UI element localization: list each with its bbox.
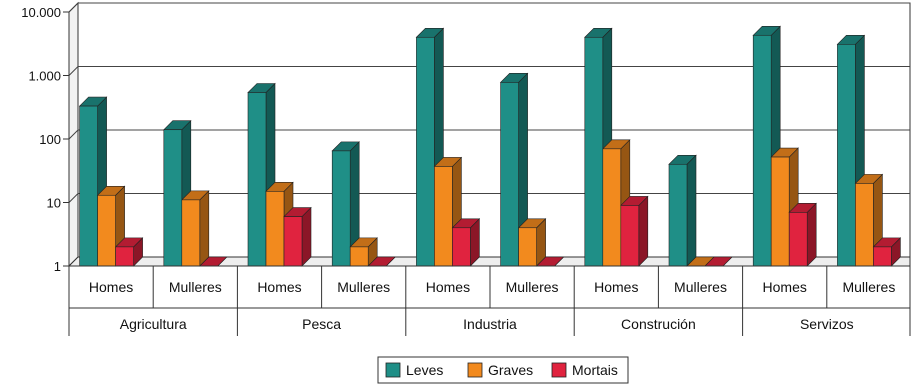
legend-swatch [385, 362, 401, 378]
bar-graves [517, 218, 547, 267]
legend-label: Mortais [572, 362, 618, 378]
legend-item-mortais: Mortais [551, 362, 618, 378]
x-category-label: Homes [594, 279, 638, 295]
bar-front-face [668, 163, 688, 267]
bar-mortais [872, 237, 902, 267]
y-tick-label: 10.000 [21, 5, 61, 20]
bar-front-face [518, 227, 537, 267]
gridline [68, 193, 910, 203]
bar-side-face [686, 154, 697, 267]
bar-leves [836, 34, 866, 267]
x-category-label: Mulleres [337, 279, 390, 295]
bar-front-face [416, 36, 435, 267]
bar-front-face [500, 82, 519, 267]
bar-mortais [788, 202, 817, 267]
legend-item-leves: Leves [385, 362, 443, 378]
bar-front-face [79, 105, 98, 267]
legend-box [377, 356, 629, 384]
gridline [68, 66, 910, 76]
bar-leves [331, 141, 360, 267]
bar-side-face [638, 195, 649, 267]
x-category-label: Homes [426, 279, 470, 295]
bar-front-face [873, 246, 892, 267]
bar-front-face [181, 199, 201, 267]
bar-front-face [837, 43, 856, 267]
bar-front-face [331, 150, 351, 267]
legend: Leves Graves Mortais [377, 356, 629, 384]
legend-swatch [551, 362, 567, 378]
x-category-label: Homes [89, 279, 133, 295]
x-category-label: Mulleres [842, 279, 895, 295]
bar-front-face [247, 92, 267, 267]
bar-front-face [452, 227, 471, 267]
bar-mortais [620, 195, 649, 267]
bar-front-face [115, 246, 134, 267]
bar-graves [181, 190, 210, 267]
bar-front-face [620, 205, 640, 267]
bar-mortais [367, 256, 396, 267]
legend-swatch [467, 362, 483, 378]
x-category-label: Mulleres [674, 279, 727, 295]
bar-front-face [752, 34, 772, 267]
bar-mortais [283, 206, 312, 267]
bar-mortais [114, 237, 144, 267]
bar-mortais [451, 218, 481, 267]
bar-front-face [97, 194, 116, 267]
bar-front-face [602, 148, 622, 267]
legend-label: Graves [488, 362, 533, 378]
y-tick-label: 100 [39, 132, 61, 147]
gridline [68, 2, 910, 13]
bar-front-face [283, 216, 303, 267]
bar-leves [668, 154, 697, 267]
bar-front-face [770, 156, 790, 267]
bar-front-face [434, 166, 453, 267]
x-category-label: Mulleres [506, 279, 559, 295]
x-group-label: Pesca [302, 316, 341, 332]
bar-side-face [199, 190, 210, 267]
y-tick-label: 1 [54, 259, 61, 274]
x-category-label: Mulleres [169, 279, 222, 295]
x-category-label: Homes [257, 279, 301, 295]
legend-item-graves: Graves [467, 362, 533, 378]
bar-side-face [806, 202, 817, 267]
bar-front-face [265, 191, 285, 267]
gridline [68, 129, 910, 140]
legend-label: Leves [406, 362, 443, 378]
bar-graves [349, 237, 378, 267]
bar-front-face [788, 212, 808, 267]
bar-side-face [301, 206, 312, 267]
x-category-label: Homes [763, 279, 807, 295]
x-group-label: Construción [621, 316, 696, 332]
bar-mortais [704, 256, 733, 267]
y-tick-label: 10 [47, 196, 61, 211]
y-tick-label: 1.000 [28, 69, 61, 84]
bar-front-face [855, 183, 874, 267]
bar-front-face [584, 36, 604, 267]
x-group-label: Servizos [800, 316, 854, 332]
bar-front-face [163, 129, 183, 267]
x-group-label: Industria [463, 316, 517, 332]
x-group-label: Agricultura [120, 316, 187, 332]
bar-front-face [349, 246, 369, 267]
